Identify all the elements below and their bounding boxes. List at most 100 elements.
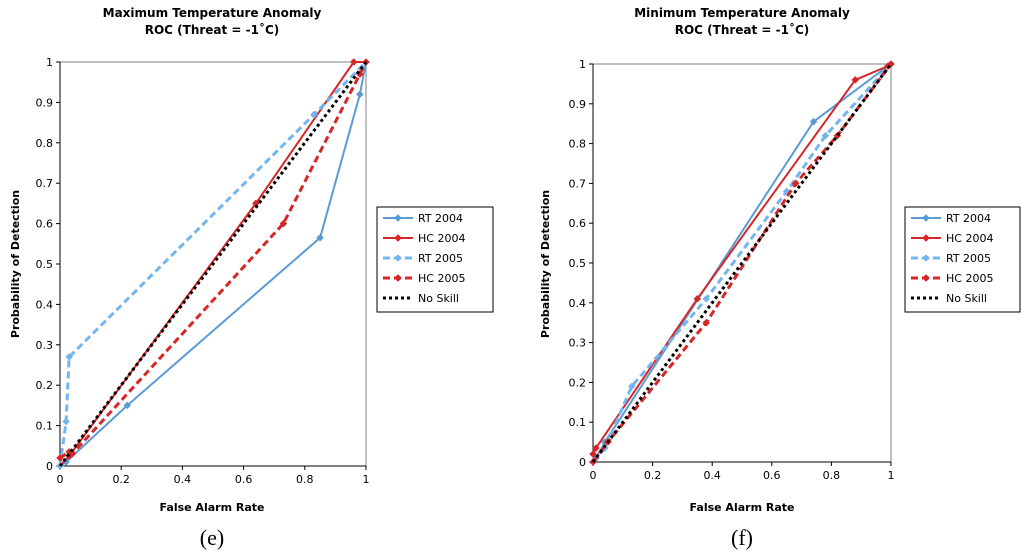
y-axis-title: Probability of Detection <box>539 190 552 338</box>
series-line-no-skill <box>591 63 893 463</box>
y-tick-label: 1 <box>46 56 53 69</box>
y-axis: 0 0.1 0.2 0.3 0.4 0.5 0.6 0.7 0.8 0.9 1 <box>36 56 61 473</box>
chart-title: Maximum Temperature Anomaly <box>103 6 322 20</box>
y-tick-label: 0.4 <box>36 298 54 311</box>
x-tick-label: 0.4 <box>703 469 721 482</box>
y-tick-label: 0.9 <box>36 96 54 109</box>
x-tick-label: 0.8 <box>296 473 314 486</box>
legend: RT 2004 HC 2004 RT 2005 HC 2005 No Skill <box>383 212 465 305</box>
legend-label: No Skill <box>418 292 459 305</box>
legend-marker <box>394 274 402 282</box>
legend-marker <box>394 254 402 262</box>
data-point-rt-2005 <box>627 382 636 391</box>
x-tick-label: 0.2 <box>644 469 662 482</box>
legend-label: RT 2005 <box>418 252 463 265</box>
legend-item-rt-2005: RT 2005 <box>383 252 463 265</box>
data-point-hc-2004 <box>851 76 860 84</box>
panel-caption: (e) <box>200 525 224 550</box>
legend-item-hc-2004: HC 2004 <box>911 232 993 245</box>
x-tick-label: 0.6 <box>763 469 781 482</box>
x-axis-title: False Alarm Rate <box>160 501 265 514</box>
x-axis: 0 0.2 0.4 0.6 0.8 1 <box>590 461 895 482</box>
y-axis: 0 0.1 0.2 0.3 0.4 0.5 0.6 0.7 0.8 0.9 1 <box>569 58 594 469</box>
legend-marker <box>922 254 930 262</box>
data-point-hc-2005 <box>791 179 800 188</box>
y-tick-label: 1 <box>579 58 586 71</box>
legend-item-rt-2004: RT 2004 <box>911 212 991 225</box>
data-point-rt-2004 <box>809 117 818 126</box>
chart-max-temp-anomaly: Maximum Temperature Anomaly ROC (Threat … <box>9 6 494 550</box>
legend: RT 2004 HC 2004 RT 2005 HC 2005 No Skill <box>911 212 993 305</box>
x-tick-label: 1 <box>888 469 895 482</box>
data-point-hc-2004 <box>589 450 597 458</box>
legend-marker <box>394 214 402 222</box>
x-tick-label: 1 <box>363 473 370 486</box>
legend-item-rt-2005: RT 2005 <box>911 252 991 265</box>
legend-label: RT 2004 <box>946 212 991 225</box>
legend-item-no-skill: No Skill <box>911 292 987 305</box>
legend-marker <box>922 214 930 222</box>
legend-label: HC 2005 <box>946 272 993 285</box>
y-tick-label: 0.5 <box>569 257 587 270</box>
legend-label: RT 2004 <box>418 212 463 225</box>
chart-min-temp-anomaly: Minimum Temperature Anomaly ROC (Threat … <box>539 6 1021 550</box>
chart-subtitle: ROC (Threat = -1˚C) <box>675 22 810 37</box>
legend-marker <box>922 234 930 242</box>
x-tick-label: 0.8 <box>823 469 841 482</box>
y-tick-label: 0.3 <box>36 339 54 352</box>
data-point-rt-2004 <box>356 90 364 99</box>
legend-label: HC 2005 <box>418 272 465 285</box>
x-tick-label: 0 <box>57 473 64 486</box>
x-tick-label: 0.2 <box>112 473 130 486</box>
x-tick-label: 0 <box>590 469 597 482</box>
data-point-rt-2005 <box>702 294 711 303</box>
legend-label: HC 2004 <box>418 232 465 245</box>
series-no-skill <box>58 61 368 467</box>
series-no-skill <box>591 63 893 463</box>
chart-title: Minimum Temperature Anomaly <box>634 6 850 20</box>
series-line-rt-2005 <box>58 60 368 467</box>
data-point-rt-2004 <box>123 401 132 410</box>
panel-caption: (f) <box>731 525 753 550</box>
y-tick-label: 0.2 <box>36 379 54 392</box>
chart-subtitle: ROC (Threat = -1˚C) <box>145 22 280 37</box>
series-layer <box>56 58 370 470</box>
x-axis-title: False Alarm Rate <box>690 501 795 514</box>
y-tick-label: 0 <box>46 460 53 473</box>
data-point-rt-2004 <box>316 233 324 242</box>
series-layer <box>589 60 895 466</box>
y-tick-label: 0.9 <box>569 98 587 111</box>
legend-item-hc-2005: HC 2005 <box>911 272 993 285</box>
y-tick-label: 0.3 <box>569 337 587 350</box>
x-tick-label: 0.4 <box>174 473 192 486</box>
legend-label: RT 2005 <box>946 252 991 265</box>
series-rt-2005 <box>56 58 370 470</box>
y-tick-label: 0.5 <box>36 258 54 271</box>
series-line-no-skill <box>58 61 368 467</box>
series-hc-2005 <box>56 58 370 462</box>
y-axis-title: Probability of Detection <box>9 190 22 338</box>
legend-marker <box>394 234 402 242</box>
data-point-hc-2005 <box>56 454 64 462</box>
legend-label: HC 2004 <box>946 232 993 245</box>
y-tick-label: 0.8 <box>36 137 54 150</box>
legend-item-no-skill: No Skill <box>383 292 459 305</box>
y-tick-label: 0.6 <box>36 218 54 231</box>
data-point-hc-2004 <box>693 294 702 303</box>
data-point-rt-2005 <box>821 131 830 140</box>
data-point-rt-2005 <box>62 417 70 426</box>
data-point-rt-2005 <box>310 110 318 119</box>
y-tick-label: 0 <box>579 456 586 469</box>
x-tick-label: 0.6 <box>235 473 253 486</box>
x-axis: 0 0.2 0.4 0.6 0.8 1 <box>57 465 370 486</box>
y-tick-label: 0.6 <box>569 217 587 230</box>
legend-item-rt-2004: RT 2004 <box>383 212 463 225</box>
data-point-hc-2005 <box>68 450 77 458</box>
y-tick-label: 0.7 <box>569 177 587 190</box>
legend-item-hc-2004: HC 2004 <box>383 232 465 245</box>
y-tick-label: 0.1 <box>36 420 54 433</box>
y-tick-label: 0.7 <box>36 177 54 190</box>
data-point-rt-2005 <box>65 353 74 361</box>
y-tick-label: 0.1 <box>569 416 587 429</box>
data-point-hc-2004 <box>592 444 600 452</box>
